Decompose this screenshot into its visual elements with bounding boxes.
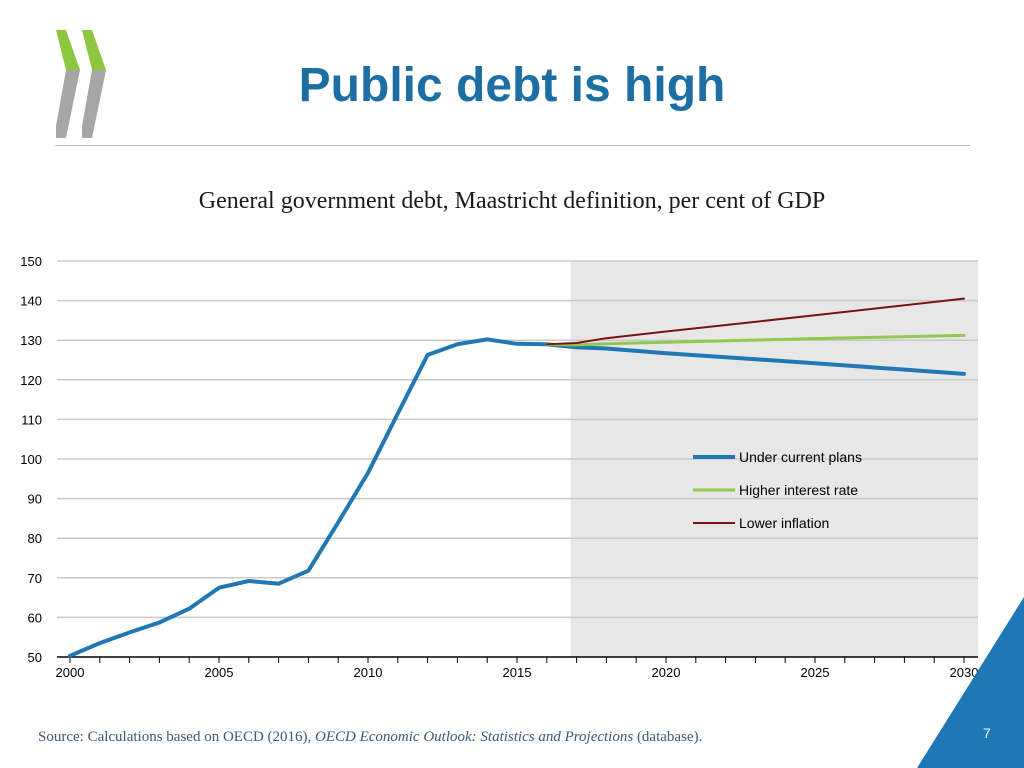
y-tick-label: 90 (28, 492, 42, 507)
x-tick-label: 2020 (652, 665, 681, 680)
page-number: 7 (983, 725, 991, 741)
y-tick-label: 50 (28, 650, 42, 665)
x-tick-label: 2025 (801, 665, 830, 680)
source-title: OECD Economic Outlook: Statistics and Pr… (315, 729, 634, 745)
x-tick-label: 2030 (950, 665, 979, 680)
source-note: Source: Calculations based on OECD (2016… (38, 729, 702, 746)
y-tick-label: 70 (28, 571, 42, 586)
y-tick-label: 150 (20, 254, 42, 269)
y-tick-label: 80 (28, 531, 42, 546)
y-tick-label: 120 (20, 373, 42, 388)
y-tick-label: 130 (20, 333, 42, 348)
logo-chevron-gray-right (82, 70, 106, 138)
page-title: Public debt is high (298, 59, 726, 112)
logo-chevron-green-right (82, 30, 106, 70)
y-tick-label: 140 (20, 294, 42, 309)
series-line-3 (545, 297, 965, 346)
series-line-1 (68, 337, 966, 658)
legend-label: Higher interest rate (739, 482, 858, 498)
logo-chevron-green-left (56, 30, 80, 70)
legend-label: Lower inflation (739, 515, 829, 531)
source-prefix: Source: Calculations based on OECD (2016… (38, 729, 316, 745)
x-tick-label: 2000 (56, 665, 85, 680)
title-divider (55, 145, 970, 146)
series-line-2 (545, 333, 966, 347)
logo-chevron-gray-left (56, 70, 80, 138)
source-suffix: (database). (633, 729, 703, 745)
y-tick-label: 110 (21, 412, 42, 427)
y-tick-label: 100 (20, 452, 42, 467)
debt-line-chart: 50 60 70 80 90 100 110 120 130 140 150 2000 2005 2010… (20, 254, 979, 680)
y-tick-label: 60 (28, 610, 42, 625)
x-tick-label: 2005 (205, 665, 234, 680)
chart-title: General government debt, Maastricht defi… (198, 188, 826, 214)
x-tick-label: 2010 (354, 665, 383, 680)
legend-label: Under current plans (739, 449, 862, 465)
x-tick-label: 2015 (503, 665, 532, 680)
oecd-chevron-logo (56, 30, 106, 138)
